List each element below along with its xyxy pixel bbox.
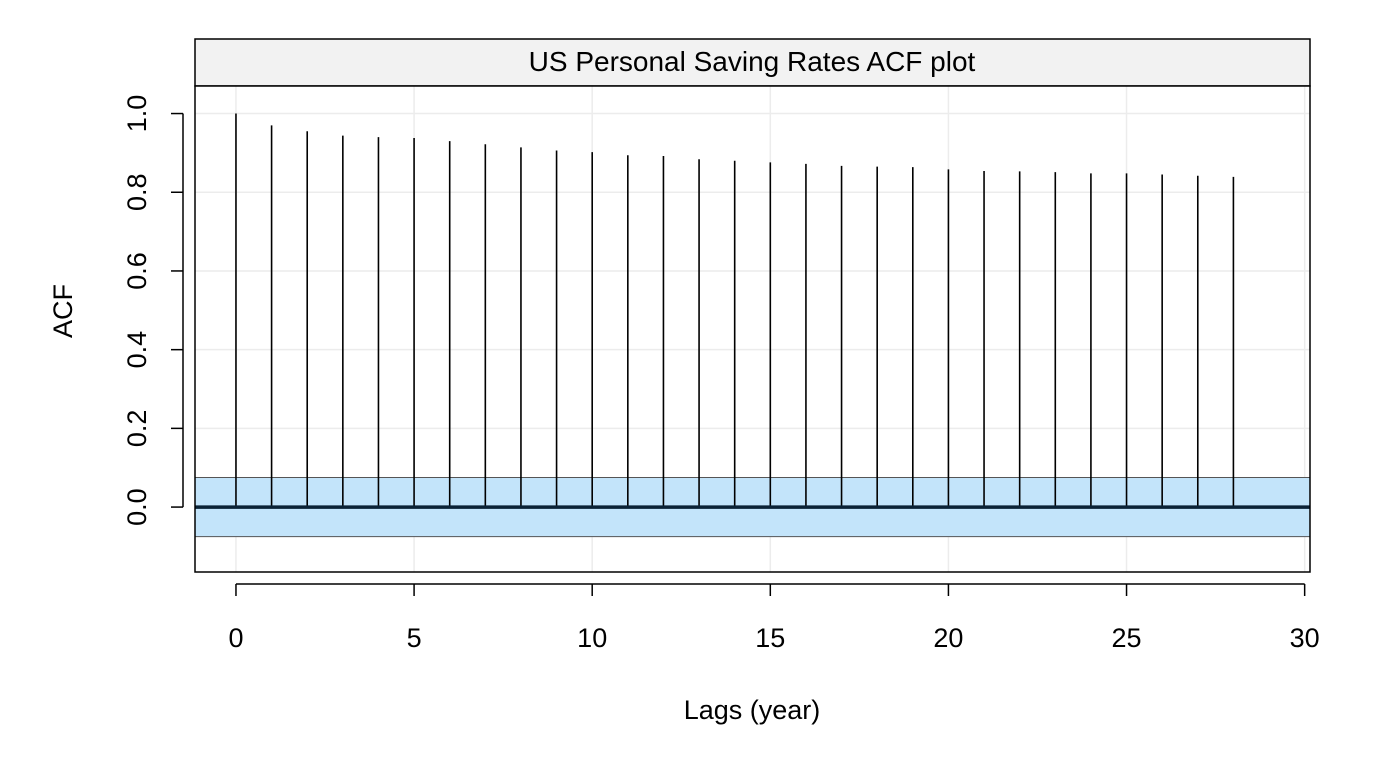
plot-border: [194, 85, 1311, 573]
acf-spikes: [235, 113, 1235, 508]
x-tick-label: 0: [228, 623, 243, 653]
title-strip: US Personal Saving Rates ACF plot: [194, 38, 1311, 87]
x-tick-label: 30: [1290, 623, 1320, 653]
x-tick-label: 25: [1112, 623, 1142, 653]
x-tick-label: 15: [755, 623, 785, 653]
y-tick-label: 0.8: [122, 173, 152, 211]
plot-panel: [194, 85, 1311, 573]
x-axis-title: Lags (year): [684, 695, 821, 725]
y-tick-label: 0.0: [122, 488, 152, 526]
x-tick-label: 20: [933, 623, 963, 653]
y-tick-label: 0.4: [122, 331, 152, 369]
y-axis-title: ACF: [48, 284, 78, 338]
chart-title: US Personal Saving Rates ACF plot: [529, 46, 976, 77]
y-tick-label: 0.2: [122, 410, 152, 448]
y-tick-label: 1.0: [122, 95, 152, 133]
y-axis: 0.0 0.2 0.4 0.6 0.8 1.0: [122, 95, 184, 526]
title-strip-background: [194, 38, 1311, 87]
x-axis: 0 5 10 15 20 25 30: [228, 583, 1320, 653]
x-tick-label: 10: [577, 623, 607, 653]
y-tick-label: 0.6: [122, 252, 152, 290]
x-tick-label: 5: [407, 623, 422, 653]
